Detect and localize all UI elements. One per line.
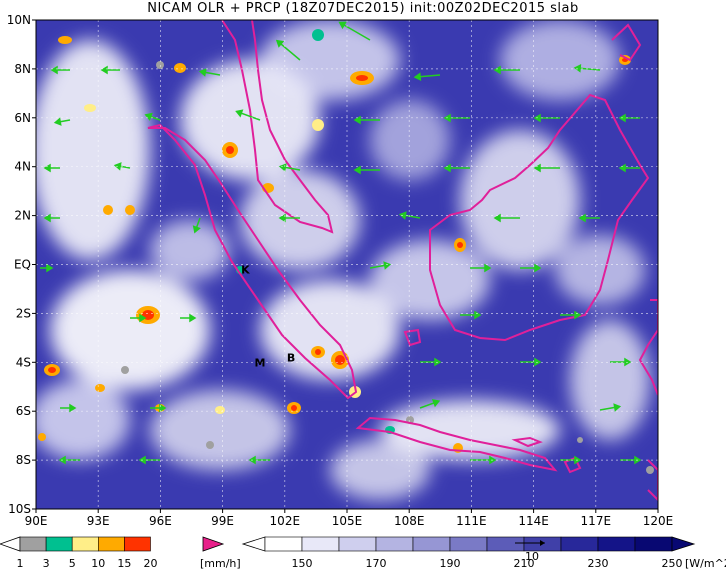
lon-tick-label: 120E	[643, 514, 674, 528]
madura-coast	[511, 436, 543, 448]
marker-k: K	[241, 263, 250, 276]
olr-legend-swatch	[264, 536, 303, 552]
lon-tick-label: 105E	[332, 514, 363, 528]
lat-tick-label: 8S	[16, 453, 31, 467]
small-island-coast	[403, 328, 422, 347]
reference-vector: 10	[515, 540, 545, 563]
precip-legend: 1 3 5 10 15 20 [mm/h]	[0, 536, 241, 570]
olr-legend-swatch	[375, 536, 414, 552]
olr-legend-label: 230	[588, 557, 609, 570]
olr-legend-swatch	[301, 536, 340, 552]
olr-legend-label: 150	[292, 557, 313, 570]
map-title: NICAM OLR + PRCP (18Z07DEC2015) init:00Z…	[147, 1, 579, 16]
lon-tick-label: 108E	[394, 514, 425, 528]
precip-legend-swatch	[19, 536, 47, 552]
lat-tick-label: 8N	[14, 62, 31, 76]
lat-tick-label: 2S	[16, 306, 31, 320]
precip-legend-label: 1	[17, 557, 24, 570]
east-coast	[647, 459, 658, 502]
latitude-ticks: 10N 8N 6N 4N 2N EQ 2S 4S 6S 8S 10S	[7, 13, 36, 516]
lat-tick-label: 10S	[8, 502, 31, 516]
lat-tick-label: 4S	[16, 355, 31, 369]
lat-tick-label: EQ	[14, 258, 31, 272]
olr-legend-swatch	[597, 536, 636, 552]
lon-tick-label: 96E	[149, 514, 172, 528]
lesser-sunda-coast	[611, 23, 642, 62]
lon-tick-label: 99E	[211, 514, 234, 528]
city-markers: K M B	[241, 263, 295, 369]
olr-legend-swatch	[486, 536, 525, 552]
precip-legend-swatch	[124, 536, 151, 552]
olr-legend-label: 250	[662, 557, 683, 570]
malay-peninsula-coast	[221, 20, 334, 234]
coastlines	[147, 20, 658, 502]
olr-legend-label: 210	[514, 557, 535, 570]
lat-tick-label: 4N	[14, 160, 31, 174]
precip-legend-label: 15	[117, 557, 131, 570]
precip-legend-label: 5	[69, 557, 76, 570]
olr-legend-label: 170	[366, 557, 387, 570]
precip-unit: [mm/h]	[200, 557, 241, 570]
lon-tick-label: 90E	[25, 514, 48, 528]
lon-tick-label: 102E	[270, 514, 301, 528]
olr-legend-swatch	[560, 536, 599, 552]
java-coast	[355, 416, 558, 472]
borneo-coast	[429, 93, 650, 342]
lat-tick-label: 6N	[14, 111, 31, 125]
lat-lon-grid	[36, 20, 658, 509]
sulawesi-coast	[638, 299, 658, 396]
sumatra-coast	[147, 123, 358, 400]
precip-legend-swatch	[45, 536, 73, 552]
olr-unit: [W/m^2]	[685, 557, 726, 570]
lon-tick-label: 93E	[87, 514, 110, 528]
olr-legend-swatch	[338, 536, 377, 552]
olr-legend: 150170190210230250270290 [W/m^2] 10	[241, 536, 726, 570]
marker-m: M	[254, 356, 265, 369]
olr-legend-swatch	[449, 536, 488, 552]
precip-legend-label: 10	[91, 557, 105, 570]
lat-tick-label: 10N	[7, 13, 31, 27]
lat-tick-label: 2N	[14, 209, 31, 223]
olr-legend-swatch	[412, 536, 451, 552]
precip-legend-swatch	[71, 536, 99, 552]
olr-legend-swatch	[634, 536, 673, 552]
marker-b: B	[287, 351, 295, 364]
precip-legend-label: 20	[144, 557, 158, 570]
longitude-ticks: 90E 93E 96E 99E 102E 105E 108E 111E 114E 117E 120E	[25, 509, 674, 528]
lat-tick-label: 6S	[16, 404, 31, 418]
reference-vector-label: 10	[525, 550, 539, 563]
olr-legend-label: 190	[440, 557, 461, 570]
lon-tick-label: 114E	[518, 514, 549, 528]
lon-tick-label: 111E	[456, 514, 487, 528]
precip-legend-swatch	[98, 536, 125, 552]
lon-tick-label: 117E	[581, 514, 612, 528]
precip-legend-label: 3	[43, 557, 50, 570]
